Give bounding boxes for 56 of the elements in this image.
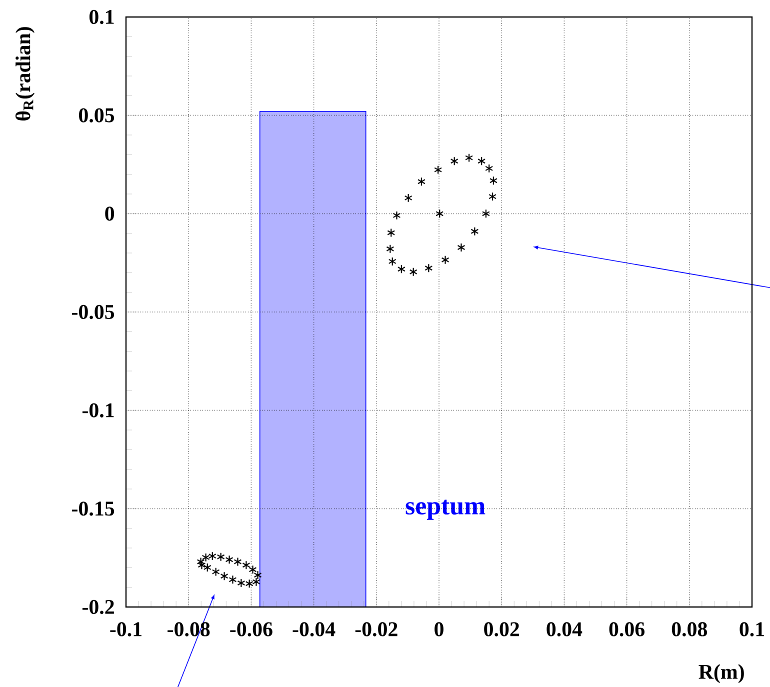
point: [457, 242, 466, 252]
point: [441, 255, 450, 264]
point: [482, 209, 490, 218]
x-tick-label: 0.1: [740, 622, 764, 636]
point: [242, 560, 250, 570]
point: [198, 560, 206, 570]
x-tick-label: 0.08: [672, 622, 708, 636]
y-tick-label: 0.05: [79, 108, 114, 122]
point: [252, 577, 260, 586]
x-axis-title: R(m): [698, 664, 744, 684]
point: [202, 552, 210, 562]
x-tick-label: 0.04: [546, 622, 582, 636]
point: [397, 264, 406, 274]
point: [417, 177, 426, 186]
point: [392, 210, 401, 220]
x-tick-label: 0.02: [484, 622, 520, 636]
point: [216, 552, 225, 562]
y-tick-label: -0.05: [72, 304, 114, 320]
point: [434, 165, 442, 174]
point: [234, 557, 242, 566]
point: [404, 193, 412, 202]
point: [450, 156, 458, 166]
point: [245, 579, 254, 588]
point: [424, 264, 433, 273]
x-tick-label: -0.1: [110, 622, 142, 636]
point: [465, 153, 474, 162]
series-label: septum: [406, 500, 486, 520]
point: [208, 552, 216, 561]
point: [386, 244, 394, 254]
point: [237, 578, 246, 588]
point: [228, 575, 237, 584]
point: [409, 267, 418, 276]
y-axis-title: θ$_{R}$(radian): [15, 27, 35, 121]
y-tick-label: -0.2: [82, 600, 114, 614]
point: [220, 572, 228, 581]
point: [388, 256, 396, 266]
point: [488, 192, 497, 202]
point: [489, 176, 498, 186]
x-tick-label: -0.06: [230, 622, 272, 636]
x-tick-label: -0.04: [292, 622, 336, 636]
y-tick-label: 0: [105, 206, 114, 221]
x-tick-label: 0: [434, 622, 444, 636]
point: [196, 557, 205, 566]
point: [485, 164, 494, 173]
x-tick-label: 0.06: [609, 622, 644, 636]
y-tick-label: -0.1: [82, 403, 114, 418]
point: [225, 555, 234, 564]
point: [478, 156, 486, 166]
y-tick-label: 0.1: [89, 10, 114, 24]
point: [212, 567, 220, 576]
point: [436, 209, 444, 218]
point: [387, 228, 396, 238]
point: [470, 226, 479, 236]
point: [203, 562, 212, 572]
x-tick-label: -0.02: [355, 622, 398, 636]
y-tick-label: -0.15: [72, 502, 114, 516]
